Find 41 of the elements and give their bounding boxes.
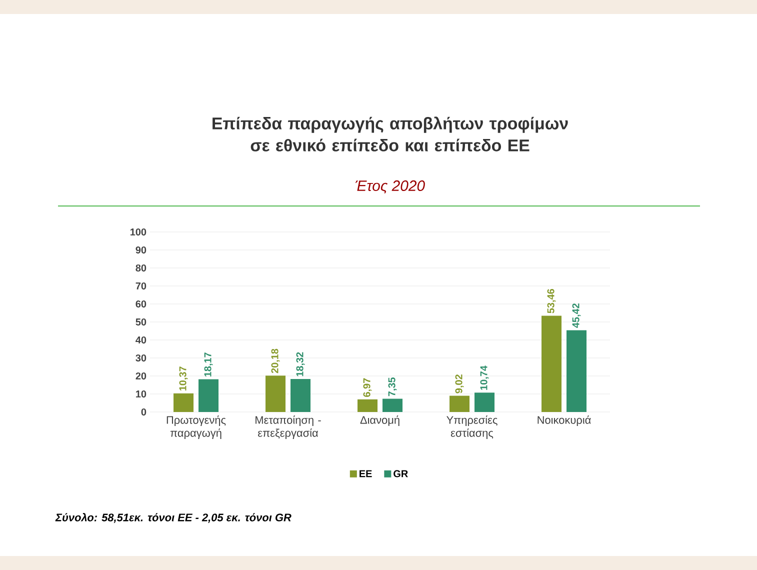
x-tick-label: Νοικοκυριά — [538, 416, 591, 426]
y-tick-label: 40 — [136, 336, 146, 344]
data-label: 18,32 — [296, 352, 305, 376]
data-label: 45,42 — [572, 304, 581, 328]
bar — [358, 399, 378, 412]
data-label: 53,46 — [547, 288, 556, 314]
data-label: 6,97 — [363, 378, 372, 397]
y-tick-label: 70 — [136, 282, 146, 290]
y-tick-label: 50 — [136, 318, 146, 326]
chart-title: Επίπεδα παραγωγής αποβλήτων τροφίμων σε εθνικό επίπεδο και επίπεδο ΕΕ — [212, 116, 568, 152]
data-label: 20,18 — [271, 348, 280, 374]
y-tick-label: 60 — [136, 300, 146, 308]
x-tick-label: Πρωτογενής παραγωγή — [166, 416, 226, 439]
bar — [198, 379, 219, 412]
data-label: 10,37 — [179, 366, 188, 390]
y-tick-label: 100 — [130, 228, 146, 236]
bar — [474, 392, 495, 412]
legend-label: GR — [394, 470, 408, 478]
chart-subtitle: Έτος 2020 — [356, 180, 425, 194]
bar — [290, 379, 311, 412]
bar — [542, 316, 562, 412]
data-label: 7,35 — [388, 377, 397, 396]
y-tick-label: 0 — [141, 408, 146, 416]
data-label: 10,74 — [480, 366, 489, 390]
legend-label: ΕΕ — [360, 470, 372, 478]
y-tick-label: 30 — [136, 354, 146, 362]
y-tick-label: 10 — [136, 390, 146, 398]
x-tick-label: Υπηρεσίες εστίασης — [446, 416, 498, 439]
y-tick-label: 80 — [136, 264, 146, 272]
bar — [174, 393, 194, 412]
text: Σύνολο: 58,51εκ. τόνοι ΕΕ - 2,05 εκ. τόνοι GR — [55, 513, 292, 523]
data-label: 18,17 — [204, 352, 213, 376]
bar — [382, 398, 403, 412]
data-label: 9,02 — [455, 374, 464, 394]
x-tick-label: Μεταποίηση - επεξεργασία — [256, 416, 321, 439]
bar — [566, 330, 587, 412]
bar — [450, 396, 470, 412]
y-tick-label: 90 — [136, 246, 146, 254]
y-tick-label: 20 — [136, 372, 146, 380]
x-tick-label: Διανομή — [360, 416, 400, 426]
bar — [266, 376, 286, 412]
